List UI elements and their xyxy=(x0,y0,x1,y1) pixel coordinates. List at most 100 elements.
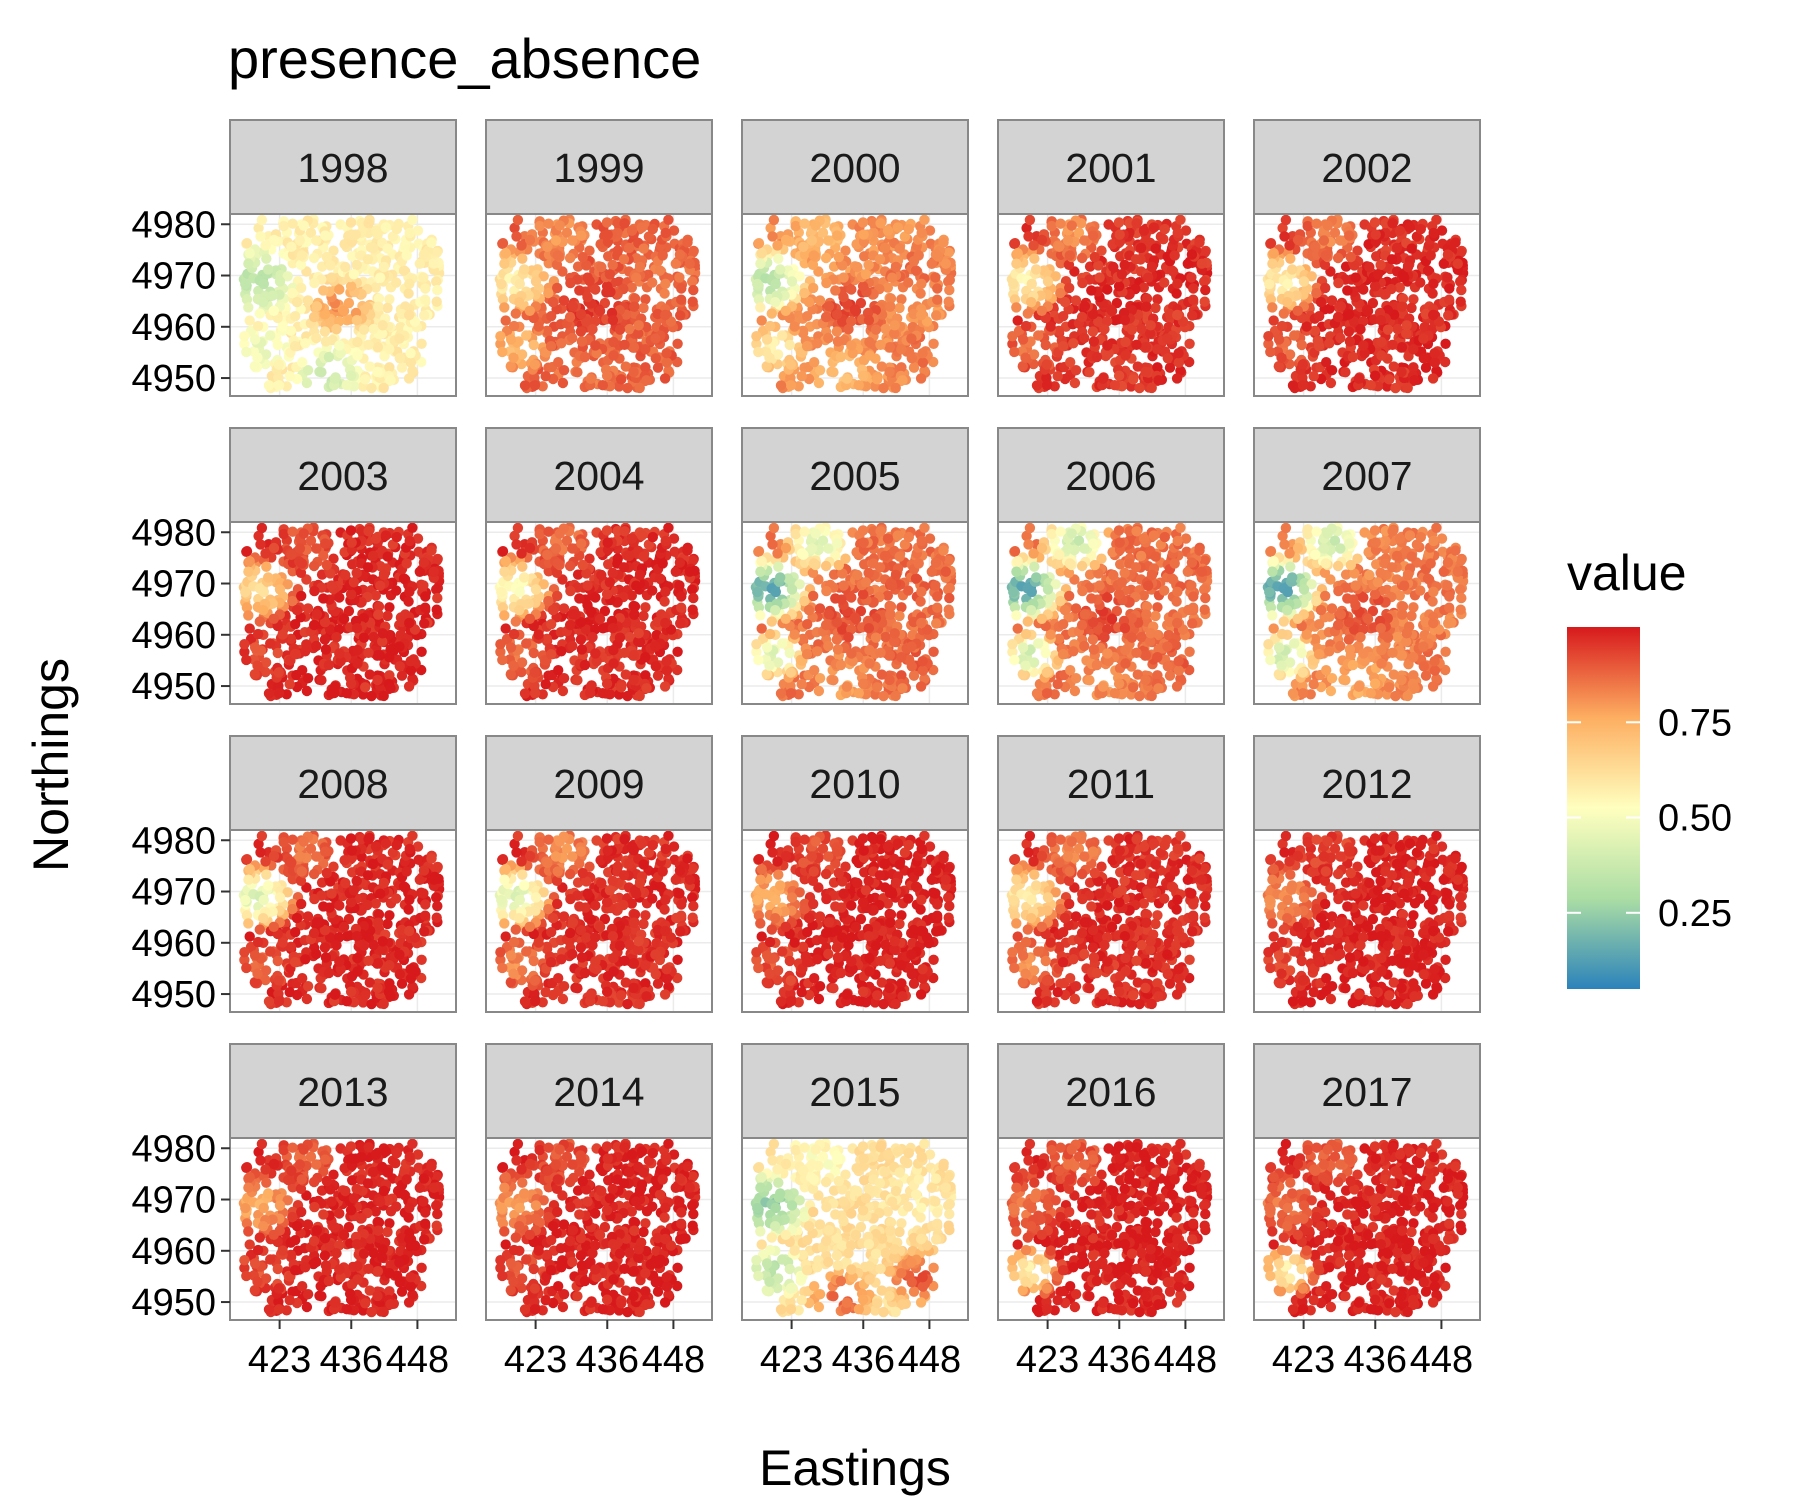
data-point xyxy=(364,361,375,372)
data-point xyxy=(672,338,683,349)
data-point xyxy=(1146,382,1157,394)
data-point xyxy=(932,591,943,602)
data-point xyxy=(311,235,322,246)
data-point xyxy=(508,352,519,363)
data-point xyxy=(431,276,442,287)
data-point xyxy=(833,559,844,571)
data-point xyxy=(601,589,613,600)
data-point xyxy=(1088,336,1100,347)
data-point xyxy=(244,315,255,326)
data-point xyxy=(910,265,922,276)
data-point xyxy=(601,281,613,292)
data-point xyxy=(1106,305,1118,317)
data-point xyxy=(428,258,439,269)
data-point xyxy=(1041,359,1053,370)
data-point xyxy=(663,214,674,225)
data-point xyxy=(919,522,930,533)
data-point xyxy=(585,373,597,384)
data-point xyxy=(752,278,763,290)
data-point xyxy=(1084,367,1095,378)
data-point xyxy=(890,261,902,273)
data-point xyxy=(278,220,289,232)
data-point xyxy=(331,632,342,643)
data-point xyxy=(1402,382,1413,394)
data-point xyxy=(660,535,671,547)
data-point xyxy=(650,353,661,364)
data-point xyxy=(576,538,587,549)
data-point xyxy=(553,357,564,368)
data-point xyxy=(1187,310,1198,321)
data-point xyxy=(253,222,264,234)
data-point xyxy=(319,634,331,645)
data-point xyxy=(626,282,637,293)
data-point xyxy=(674,580,685,591)
data-point xyxy=(551,259,563,270)
data-point xyxy=(1041,380,1053,391)
data-point xyxy=(384,602,395,613)
data-point xyxy=(1033,330,1044,341)
data-point xyxy=(652,362,664,373)
data-point xyxy=(1089,251,1101,263)
data-point xyxy=(775,380,787,391)
data-point xyxy=(521,330,532,341)
facet-panel: 1999 xyxy=(485,119,713,397)
data-point xyxy=(358,324,370,335)
data-point xyxy=(432,284,443,296)
data-point xyxy=(564,619,576,631)
data-point xyxy=(575,326,587,337)
data-point xyxy=(906,333,917,344)
data-point xyxy=(296,590,307,602)
data-point xyxy=(1282,278,1294,290)
data-point xyxy=(1064,282,1075,294)
data-point xyxy=(614,632,626,643)
data-point xyxy=(647,223,658,235)
data-point xyxy=(619,526,630,537)
data-point xyxy=(756,248,767,259)
data-point xyxy=(309,277,320,289)
data-point xyxy=(638,610,649,622)
data-point xyxy=(547,296,559,308)
data-point xyxy=(903,223,914,235)
data-point xyxy=(850,305,862,317)
data-point xyxy=(297,665,308,676)
data-point xyxy=(1141,301,1152,312)
data-point xyxy=(799,595,810,607)
data-point xyxy=(1452,258,1464,269)
data-point xyxy=(1325,377,1337,389)
data-point xyxy=(552,558,563,569)
data-point xyxy=(239,331,250,342)
data-point xyxy=(340,569,351,581)
data-point xyxy=(626,533,638,544)
data-point xyxy=(770,278,781,290)
data-point xyxy=(377,320,388,331)
data-point xyxy=(764,628,776,640)
data-point xyxy=(1364,261,1375,273)
data-point xyxy=(370,533,382,544)
data-point xyxy=(301,377,313,389)
data-point xyxy=(301,685,313,697)
data-point xyxy=(320,644,332,655)
data-point xyxy=(577,251,588,263)
data-point xyxy=(1022,308,1033,319)
data-point xyxy=(1045,321,1056,332)
data-point xyxy=(636,530,648,541)
data-point xyxy=(1065,357,1076,368)
data-point xyxy=(510,616,521,627)
data-point xyxy=(496,586,507,598)
data-point xyxy=(785,380,797,391)
data-point xyxy=(835,351,847,363)
data-point xyxy=(341,688,352,699)
data-point xyxy=(405,357,417,368)
data-point xyxy=(385,375,396,386)
data-point xyxy=(1113,281,1125,292)
data-point xyxy=(1276,320,1288,332)
data-point xyxy=(1362,305,1374,317)
data-point xyxy=(319,326,331,337)
data-point xyxy=(846,340,857,351)
data-point xyxy=(1370,229,1381,240)
data-point xyxy=(334,648,345,659)
data-point xyxy=(1113,370,1125,381)
data-point xyxy=(1186,272,1197,283)
data-point xyxy=(663,522,674,533)
data-point xyxy=(879,242,891,254)
